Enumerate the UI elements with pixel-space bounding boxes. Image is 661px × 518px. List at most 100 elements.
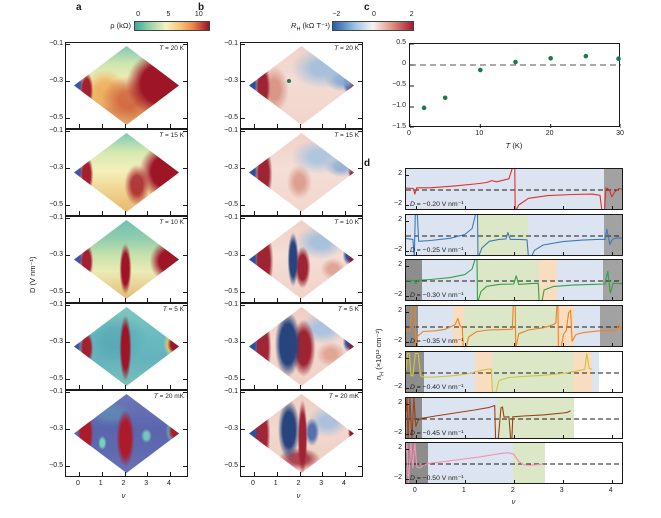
hall-density-curve	[406, 352, 593, 392]
heatmap-diamond	[249, 46, 354, 125]
y-tick-mark	[241, 379, 245, 380]
x-tick-mark	[415, 206, 417, 209]
panel-a-colorbar-title: ρ (kΩ)	[110, 21, 131, 30]
y-tick-label: −0.3	[224, 425, 238, 432]
line-canvas	[406, 306, 622, 347]
hall-density-subplot-2: D = −0.25 V nm⁻¹	[405, 213, 623, 256]
x-tick-mark	[147, 472, 149, 476]
phase-region-green	[477, 214, 529, 255]
y-tick-label: −0.5	[49, 288, 63, 295]
y-tick-mark	[406, 296, 409, 298]
hall-density-curve	[406, 214, 622, 255]
x-tick-label: 2	[296, 480, 301, 487]
x-tick-mark	[299, 385, 301, 389]
y-tick-label: −0.1	[49, 388, 63, 395]
y-tick-mark	[406, 250, 409, 252]
phase-region-gray	[602, 260, 622, 301]
phase-region-white	[544, 443, 622, 484]
temperature-label: T = 20 mK	[328, 393, 359, 400]
x-tick-mark	[464, 388, 466, 392]
y-tick-mark	[183, 168, 187, 169]
y-tick-mark	[358, 44, 362, 45]
phase-region-gray	[603, 214, 622, 255]
heatmap-subpanel-a1: T = 20 K −0.1 −0.3 −0.5	[49, 40, 188, 129]
phase-region-blue	[421, 397, 497, 438]
x-tick-mark	[513, 251, 515, 255]
heatmap-subpanel-b5: T = 20 mK −0.1 −0.3 −0.5	[224, 388, 363, 477]
x-tick-label: 3	[144, 480, 149, 487]
x-tick-mark	[299, 298, 301, 302]
y-tick-label: −0.3	[49, 251, 63, 258]
x-tick-mark	[276, 385, 278, 389]
y-tick-mark	[183, 392, 187, 393]
phase-region-gray	[603, 169, 622, 209]
hall-density-subplot-5: D = −0.40 V nm⁻¹	[405, 350, 623, 393]
x-tick-mark	[562, 480, 564, 484]
heatmap-subpanel-a4: T = 5 K −0.1 −0.3 −0.5	[49, 301, 188, 390]
rho-colorbar-gradient	[135, 22, 209, 30]
phase-region-peach	[453, 306, 464, 347]
x-tick-mark	[611, 388, 613, 392]
y-tick-mark	[358, 379, 362, 380]
x-tick-label: 30	[616, 130, 624, 137]
hall-density-curve	[406, 397, 571, 438]
y-tick-label: −0.3	[49, 164, 63, 171]
y-tick-mark	[358, 218, 362, 219]
y-tick-mark	[406, 449, 409, 451]
y-tick-label: 2	[398, 352, 402, 360]
phase-region-peach	[572, 351, 593, 392]
y-tick-mark	[183, 379, 187, 380]
x-tick-mark	[464, 251, 466, 255]
phase-region-green	[491, 351, 573, 392]
y-tick-label: 2	[398, 444, 402, 452]
colorbar-tick-label: −2	[332, 11, 341, 18]
y-tick-mark	[358, 118, 362, 119]
y-tick-label: −0.3	[224, 164, 238, 171]
x-tick-mark	[322, 472, 324, 476]
y-tick-mark	[241, 131, 245, 132]
panel-c-plot	[409, 43, 621, 128]
colorbar-tick-label: 5	[166, 11, 171, 18]
y-tick-label: 0	[402, 60, 406, 67]
y-tick-label: 2	[398, 261, 402, 269]
x-tick-mark	[299, 472, 301, 476]
x-tick-mark	[562, 434, 564, 438]
y-tick-label: −0.5	[224, 201, 238, 208]
hall-density-subplot-3: D = −0.30 V nm⁻¹	[405, 259, 623, 302]
hall-density-subplot-7: D = −0.50 V nm⁻¹	[405, 442, 623, 485]
y-tick-label: 2	[398, 169, 402, 177]
heatmap-diamond	[74, 46, 179, 125]
displacement-field-label: D = −0.40 V nm⁻¹	[410, 383, 464, 391]
x-tick-mark	[611, 251, 613, 255]
y-tick-label: −2	[394, 474, 402, 482]
phase-region-blue	[424, 351, 475, 392]
panel-d-xlabel: ν	[511, 497, 516, 506]
y-tick-mark	[406, 205, 409, 206]
phase-region-grayl	[406, 260, 422, 301]
y-tick-label: −0.5	[49, 114, 63, 121]
phase-region-blue	[528, 214, 604, 255]
y-tick-mark	[406, 220, 409, 222]
y-tick-label: −0.1	[224, 127, 238, 134]
line-canvas	[406, 397, 622, 438]
y-tick-label: −1.5	[392, 123, 406, 130]
x-tick-label: 0	[412, 487, 417, 494]
colorbar-tick-label: 0	[136, 11, 140, 18]
y-tick-label: 2	[398, 307, 402, 315]
y-tick-mark	[358, 292, 362, 293]
x-tick-label: 4	[342, 480, 346, 487]
y-tick-mark	[183, 429, 187, 430]
phase-region-green	[512, 443, 545, 484]
hall-density-subplot-1: D = −0.20 V nm⁻¹	[405, 168, 623, 210]
y-tick-mark	[183, 131, 187, 132]
y-tick-mark	[66, 168, 70, 169]
y-tick-mark	[241, 466, 245, 467]
y-tick-mark	[406, 387, 409, 389]
phase-region-blue	[574, 306, 601, 347]
phase-region-white	[574, 397, 622, 438]
y-tick-mark	[406, 433, 409, 435]
line-canvas	[406, 352, 622, 392]
y-tick-mark	[241, 218, 245, 219]
displacement-field-label: D = −0.25 V nm⁻¹	[410, 246, 464, 254]
x-tick-mark	[79, 472, 80, 476]
